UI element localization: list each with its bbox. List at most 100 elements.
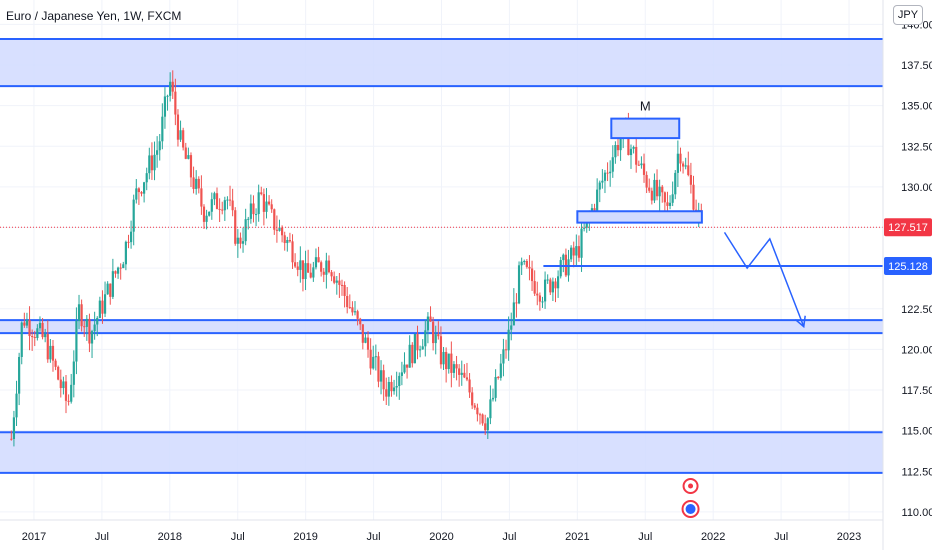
candle-body xyxy=(281,227,284,236)
candle-body xyxy=(372,356,375,369)
candle-body xyxy=(681,163,685,167)
candle-body xyxy=(291,241,294,263)
candle-body xyxy=(205,215,208,222)
candle-body xyxy=(234,210,237,244)
candle-body xyxy=(161,116,164,142)
candle-body xyxy=(215,193,219,209)
candle-body xyxy=(364,337,367,343)
candle-body xyxy=(278,227,281,231)
price-tick-label: 122.500 xyxy=(901,304,932,316)
candle-body xyxy=(208,211,211,216)
candle-body xyxy=(223,200,226,211)
candle-body xyxy=(184,147,187,159)
candle-body xyxy=(307,263,310,273)
price-tick-label: 137.500 xyxy=(901,60,932,72)
candle-body xyxy=(614,145,617,158)
candle-body xyxy=(377,356,380,382)
candle-body xyxy=(523,261,526,263)
candle-body xyxy=(398,375,401,387)
candle-body xyxy=(559,260,562,277)
time-tick-label: 2023 xyxy=(837,531,861,543)
candle-body xyxy=(379,370,383,382)
candle-body xyxy=(236,237,239,244)
candle-body xyxy=(567,259,570,276)
candle-body xyxy=(447,353,450,370)
candle-body xyxy=(640,163,643,166)
candle-body xyxy=(174,91,177,115)
candle-body xyxy=(520,261,523,266)
candle-body xyxy=(666,202,669,206)
candle-body xyxy=(304,263,307,280)
candle-body xyxy=(346,296,349,308)
candle-body xyxy=(77,304,81,321)
candle-body xyxy=(627,124,630,156)
candle-body xyxy=(228,199,232,201)
time-tick-label: 2017 xyxy=(22,531,46,543)
candle-body xyxy=(335,280,338,283)
price-tick-label: 115.000 xyxy=(902,426,932,438)
candle-body xyxy=(445,351,448,370)
candle-body xyxy=(244,219,247,242)
candle-body xyxy=(325,260,328,275)
candle-body xyxy=(62,381,65,389)
zone-2 xyxy=(0,432,883,473)
candle-body xyxy=(658,186,661,197)
candle-body xyxy=(93,324,96,332)
candle-body xyxy=(72,361,75,385)
candle-body xyxy=(405,364,409,368)
candle-body xyxy=(580,228,583,258)
candle-body xyxy=(684,165,687,167)
candle-body xyxy=(150,155,154,171)
candle-body xyxy=(98,300,101,318)
candle-body xyxy=(687,165,690,176)
time-tick-label: Jul xyxy=(231,531,245,543)
candle-body xyxy=(338,280,341,285)
candle-body xyxy=(88,318,91,344)
candle-body xyxy=(549,279,552,293)
candle-body xyxy=(145,173,148,183)
candle-body xyxy=(601,180,604,183)
candle-body xyxy=(452,364,456,373)
candle-body xyxy=(525,261,528,267)
candle-body xyxy=(28,319,31,337)
price-axis: 110.000 112.500 115.000 117.500 120.000 122.5… xyxy=(882,0,932,550)
candle-body xyxy=(137,188,141,193)
candle-body xyxy=(424,330,427,347)
candle-body xyxy=(596,189,599,212)
candle-body xyxy=(195,178,198,189)
candle-body xyxy=(497,376,500,378)
time-tick-label: 2019 xyxy=(293,531,317,543)
candle-body xyxy=(31,336,34,338)
candle-body xyxy=(129,231,133,243)
candle-body xyxy=(504,349,508,351)
candle-body xyxy=(260,192,263,195)
candle-body xyxy=(296,266,299,270)
candle-body xyxy=(676,153,679,173)
candle-body xyxy=(692,184,695,210)
candle-body xyxy=(411,344,414,364)
candle-body xyxy=(499,363,502,378)
candle-body xyxy=(340,284,344,286)
candle-body xyxy=(317,257,320,263)
price-tick-label: 117.500 xyxy=(902,385,932,397)
candle-body xyxy=(530,268,534,282)
currency-selector[interactable]: JPY xyxy=(893,5,923,25)
candle-body xyxy=(275,229,278,231)
candle-body xyxy=(432,321,435,344)
candle-body xyxy=(543,279,547,302)
candle-body xyxy=(551,281,554,293)
candle-body xyxy=(75,320,78,362)
candle-body xyxy=(484,423,487,431)
candle-body xyxy=(171,81,174,92)
candle-body xyxy=(671,194,674,203)
candle-body xyxy=(327,260,331,273)
candle-body xyxy=(359,318,362,325)
candle-body xyxy=(603,172,607,181)
candle-body xyxy=(96,317,99,325)
candle-body xyxy=(57,366,60,380)
candle-body xyxy=(494,376,497,398)
candle-body xyxy=(231,200,234,211)
candle-body xyxy=(54,360,57,367)
candle-body xyxy=(163,96,167,117)
candle-body xyxy=(111,271,114,297)
